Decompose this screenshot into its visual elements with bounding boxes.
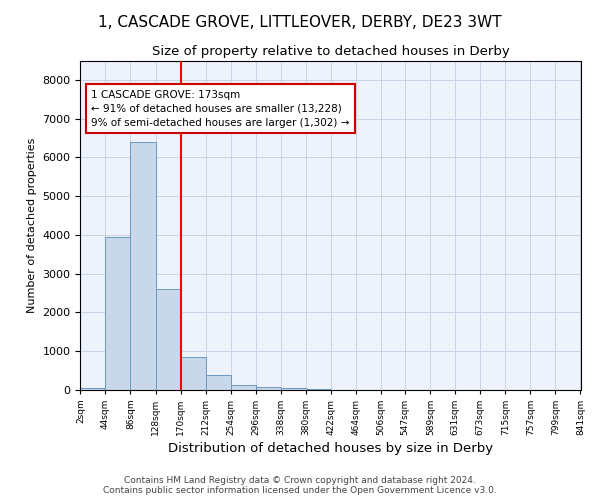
Text: 1, CASCADE GROVE, LITTLEOVER, DERBY, DE23 3WT: 1, CASCADE GROVE, LITTLEOVER, DERBY, DE2… [98, 15, 502, 30]
Bar [155, 289, 181, 390]
Bar [181, 356, 206, 390]
Title: Size of property relative to detached houses in Derby: Size of property relative to detached ho… [152, 45, 509, 58]
Bar [206, 375, 230, 390]
Bar [281, 388, 306, 390]
Text: Contains HM Land Registry data © Crown copyright and database right 2024.
Contai: Contains HM Land Registry data © Crown c… [103, 476, 497, 495]
Bar [106, 236, 130, 390]
Bar [256, 386, 281, 390]
X-axis label: Distribution of detached houses by size in Derby: Distribution of detached houses by size … [168, 442, 493, 455]
Y-axis label: Number of detached properties: Number of detached properties [27, 138, 37, 313]
Bar [130, 142, 155, 390]
Text: 1 CASCADE GROVE: 173sqm
← 91% of detached houses are smaller (13,228)
9% of semi: 1 CASCADE GROVE: 173sqm ← 91% of detache… [91, 90, 350, 128]
Bar [230, 384, 256, 390]
Bar [80, 388, 106, 390]
